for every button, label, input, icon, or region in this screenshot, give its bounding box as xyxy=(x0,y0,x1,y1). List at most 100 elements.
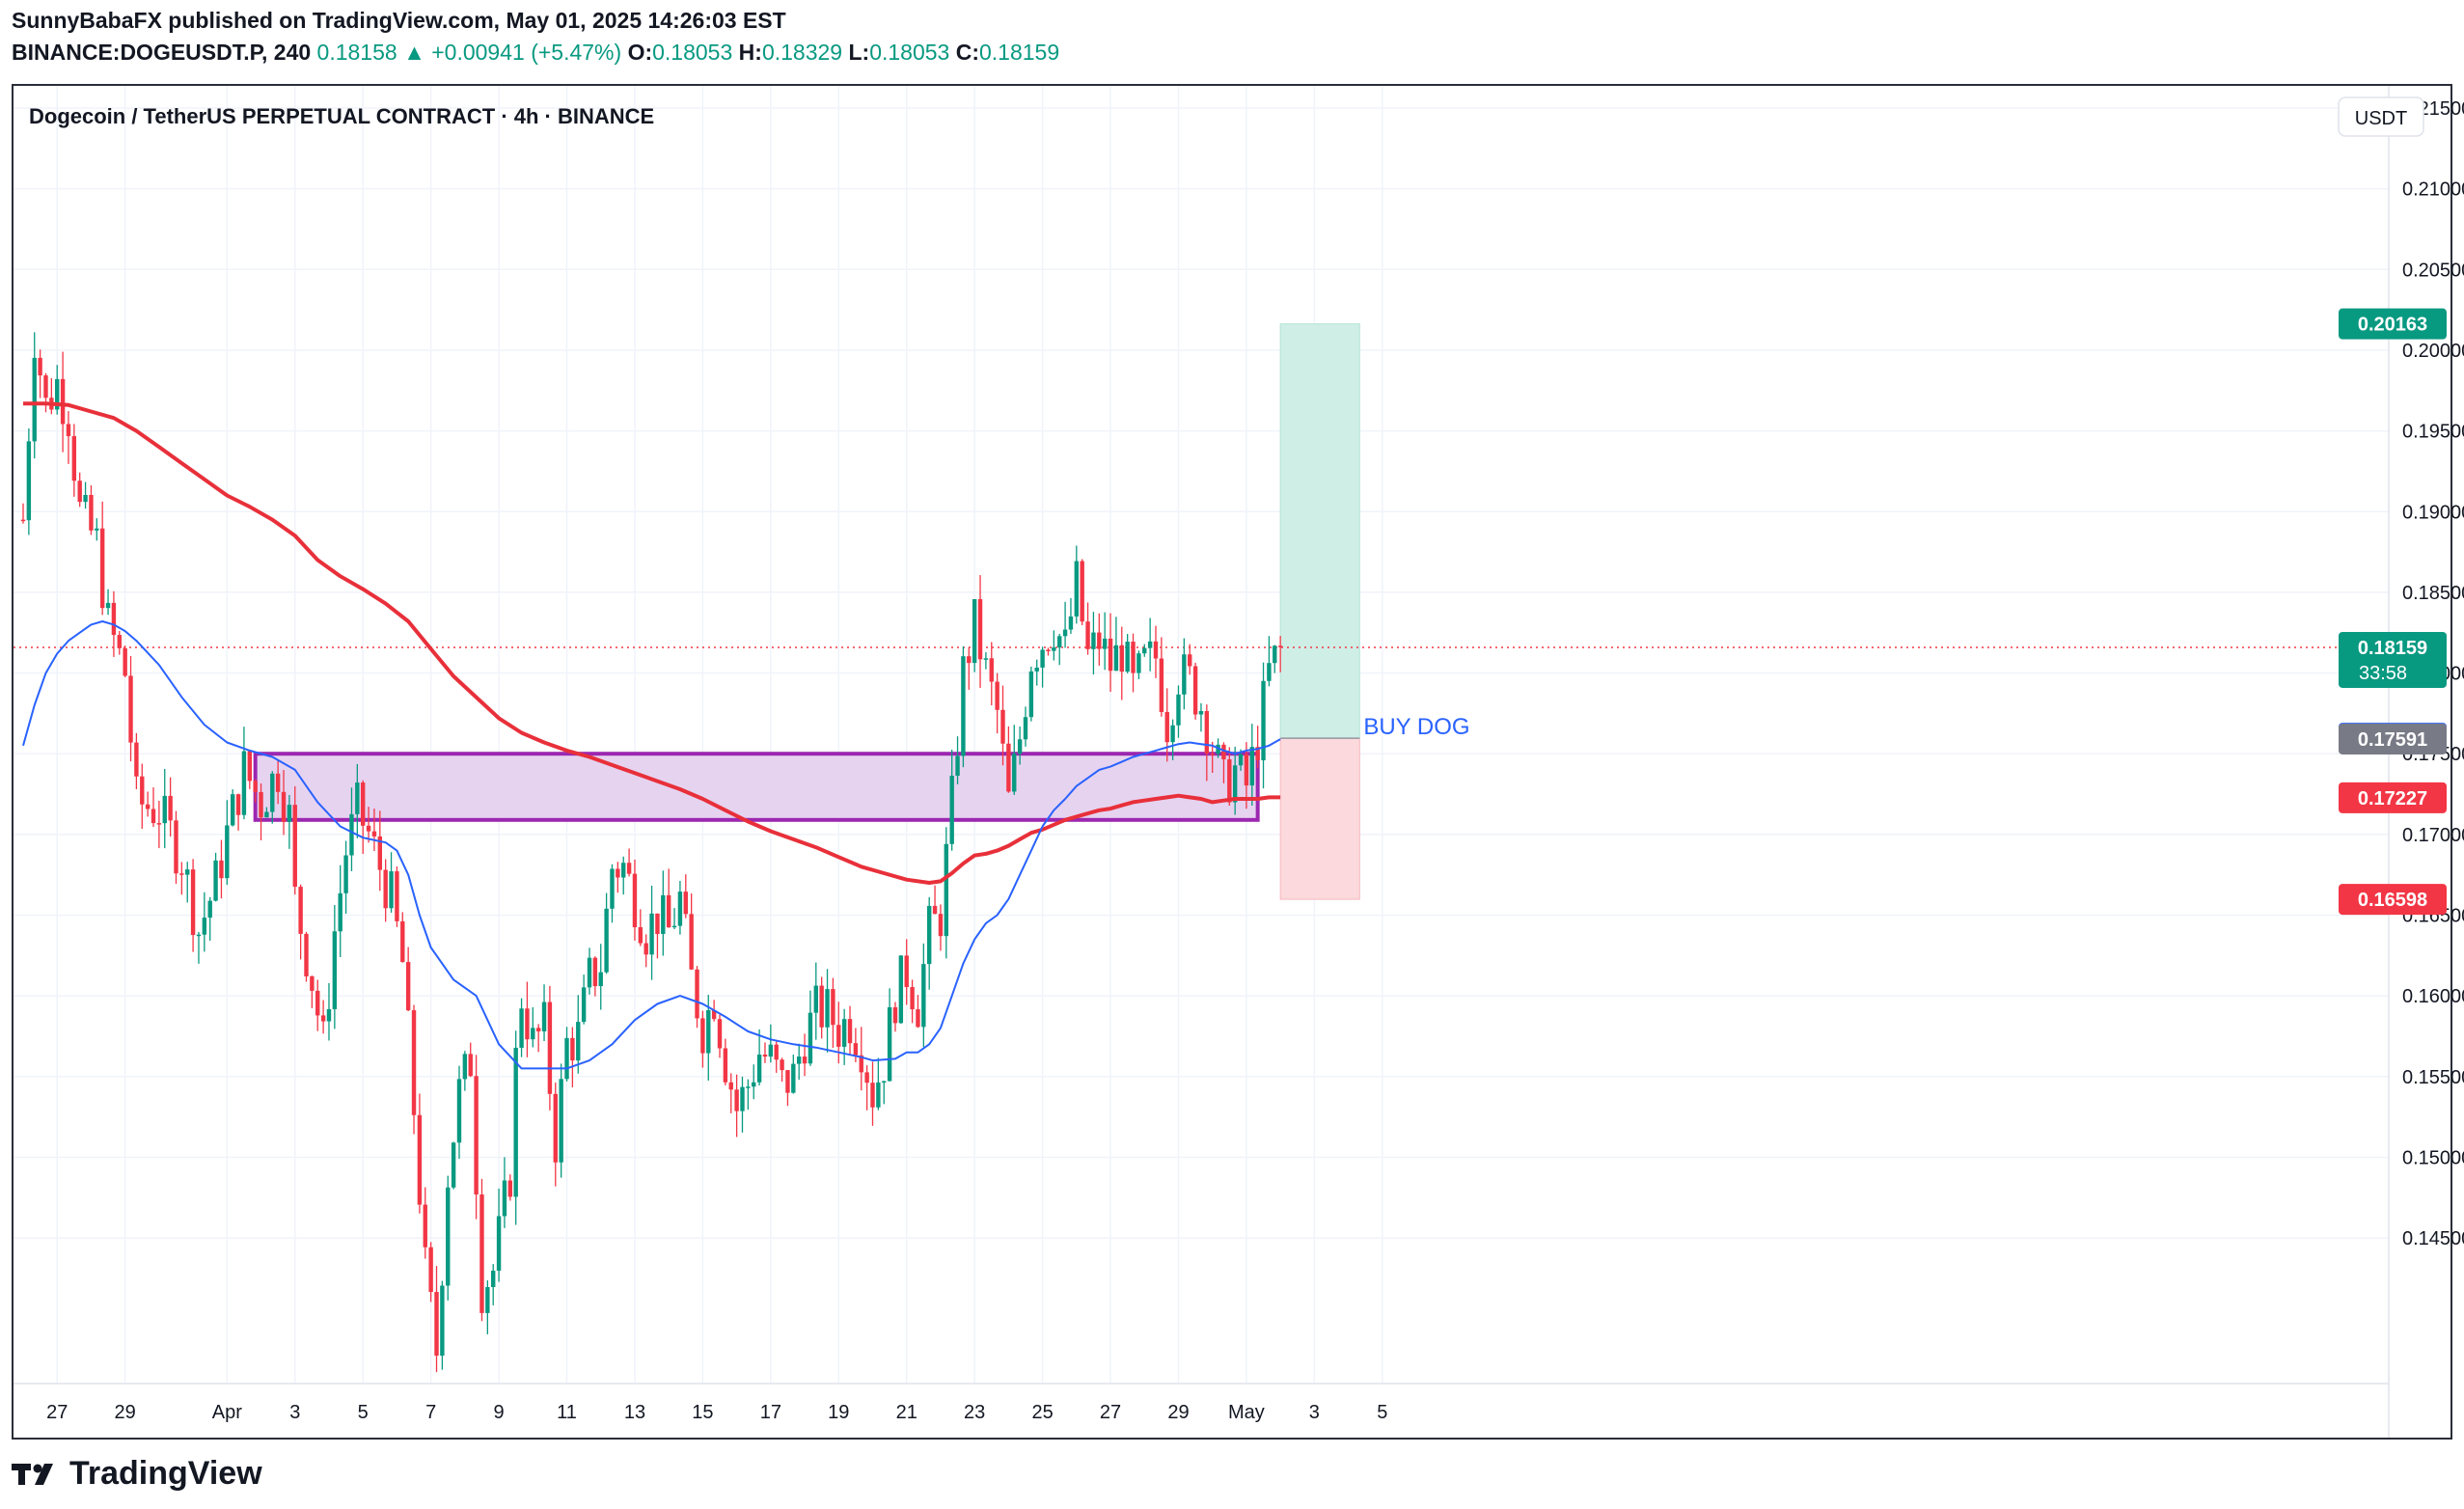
candle-body xyxy=(808,1012,813,1064)
x-tick-label: Apr xyxy=(212,1402,242,1423)
candle-body xyxy=(616,868,620,878)
candle-body xyxy=(434,1292,439,1357)
candle-body xyxy=(320,1015,326,1022)
candle-body xyxy=(598,972,603,987)
candle-body xyxy=(774,1044,779,1060)
candle-body xyxy=(95,528,99,531)
x-tick-label: May xyxy=(1228,1402,1265,1423)
candle-body xyxy=(310,975,315,991)
candle-body xyxy=(253,781,258,792)
plot-area[interactable] xyxy=(14,323,2389,1373)
publisher-text: SunnyBabaFX published on TradingView.com… xyxy=(12,8,786,33)
x-tick-label: 27 xyxy=(1100,1402,1121,1423)
candle-body xyxy=(417,1114,423,1205)
candle-body xyxy=(1273,645,1277,664)
candle-body xyxy=(949,775,954,844)
price-axis-label: 0.18159 xyxy=(2358,638,2427,659)
candle-body xyxy=(202,918,207,935)
candle-body xyxy=(1012,754,1017,792)
candle-body xyxy=(604,908,609,973)
candle-body xyxy=(66,424,71,437)
candle-body xyxy=(366,825,371,832)
candle-body xyxy=(1040,649,1045,668)
candle-body xyxy=(531,1028,535,1040)
fast-moving-average-line xyxy=(22,620,1281,1070)
candle-body xyxy=(55,378,60,410)
y-tick-label: 0.14500 xyxy=(2402,1228,2464,1249)
candle-body xyxy=(1097,632,1102,649)
candle-body xyxy=(287,805,292,822)
candle-body xyxy=(140,776,145,805)
chart-title: Dogecoin / TetherUS PERPETUAL CONTRACT ·… xyxy=(29,104,654,128)
candle-body xyxy=(105,602,111,609)
x-tick-label: 29 xyxy=(1167,1402,1189,1423)
candle-body xyxy=(1068,616,1074,630)
x-tick-label: 19 xyxy=(828,1402,849,1423)
candle-body xyxy=(1192,666,1198,715)
candle-body xyxy=(315,990,320,1016)
candle-body xyxy=(689,914,694,970)
candle-body xyxy=(485,1286,490,1313)
candle-body xyxy=(728,1082,733,1090)
candle-body xyxy=(1057,636,1062,648)
candle-body xyxy=(1153,641,1159,659)
candle-body xyxy=(440,1285,445,1357)
candle-body xyxy=(977,599,983,660)
candle-body xyxy=(1136,653,1141,673)
price-axis-label: 0.16598 xyxy=(2358,890,2427,911)
chart-frame[interactable] xyxy=(12,84,2452,1440)
candle-body xyxy=(1085,621,1090,649)
candle-body xyxy=(513,1047,518,1197)
candle-body xyxy=(71,436,77,481)
candle-body xyxy=(304,933,309,976)
tradingview-logo-icon xyxy=(12,1463,53,1485)
candle-body xyxy=(541,1001,547,1031)
currency-label: USDT xyxy=(2355,108,2407,129)
price-change: +0.00941 (+5.47%) xyxy=(431,40,622,65)
candle-body xyxy=(507,1180,513,1197)
currency-button[interactable] xyxy=(2338,96,2424,137)
candle-body xyxy=(961,656,966,756)
candle-body xyxy=(259,791,263,818)
tradingview-brand: TradingView xyxy=(12,1455,262,1493)
candle-body xyxy=(626,863,632,874)
candle-body xyxy=(270,773,275,812)
candle-body xyxy=(361,782,366,826)
candle-body xyxy=(1023,717,1028,740)
target-zone xyxy=(1279,323,1360,739)
candle-body xyxy=(700,1018,705,1054)
candle-body xyxy=(1198,710,1204,715)
candle-body xyxy=(1176,694,1181,726)
low-value: 0.18053 xyxy=(869,40,950,65)
candle-body xyxy=(944,843,949,937)
x-tick-label: 25 xyxy=(1031,1402,1053,1423)
candle-body xyxy=(179,873,184,875)
candle-body xyxy=(853,1043,859,1056)
candle-body xyxy=(553,1093,558,1163)
candle-body xyxy=(423,1204,427,1248)
candle-body xyxy=(1046,649,1051,651)
candle-body xyxy=(1142,647,1147,654)
candle-body xyxy=(972,599,977,664)
candle-body xyxy=(1119,645,1124,672)
symbol-name: BINANCE:DOGEUSDT.P, 240 xyxy=(12,40,312,65)
candle-body xyxy=(870,1083,875,1108)
candle-body xyxy=(219,860,224,879)
candle-body xyxy=(677,892,683,926)
x-tick-label: 23 xyxy=(964,1402,985,1423)
candle-body xyxy=(892,1007,898,1024)
x-tick-label: 27 xyxy=(46,1402,68,1423)
countdown-label: 33:58 xyxy=(2359,663,2407,684)
price-axis-label-bg xyxy=(2339,782,2447,813)
candle-body xyxy=(371,831,377,837)
high-label: H: xyxy=(738,40,762,65)
candle-body xyxy=(411,1010,417,1115)
candle-body xyxy=(343,855,348,893)
